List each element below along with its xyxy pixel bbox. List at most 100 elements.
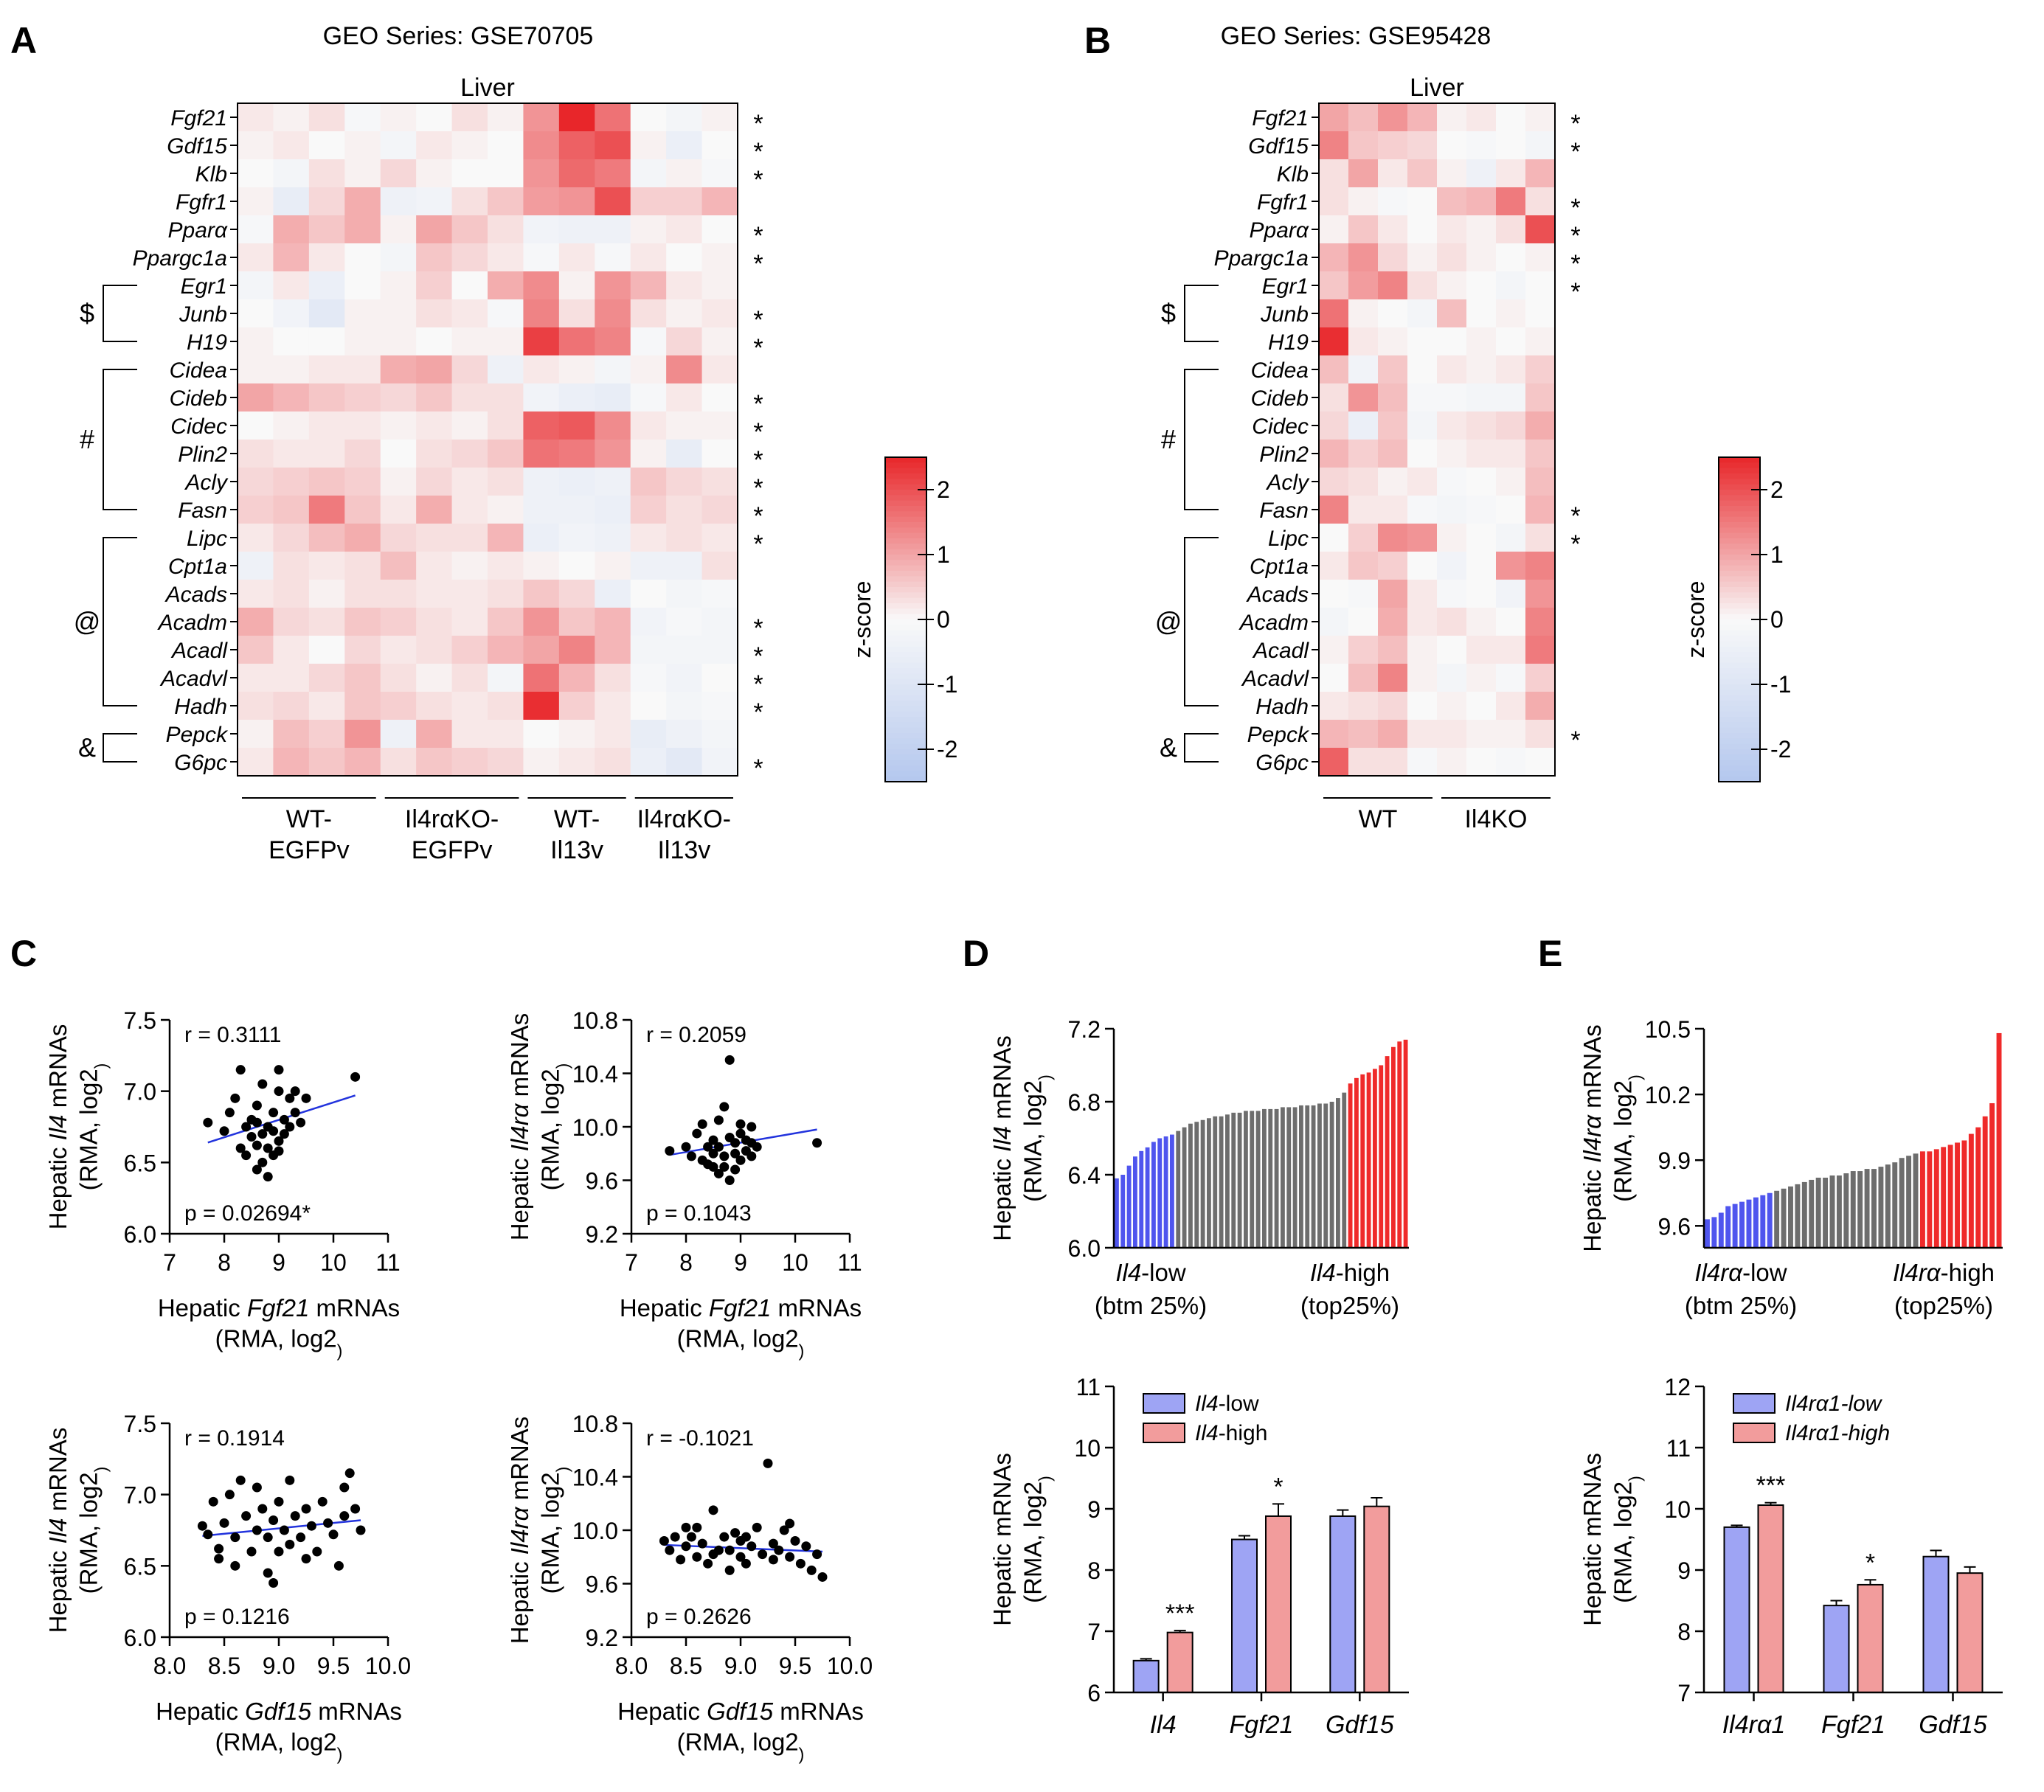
heatmap-cell [1407,440,1438,468]
gene-group-symbol: # [1161,424,1176,454]
heatmap-cell [238,271,274,300]
colorbar-step [1719,576,1760,583]
heatmap-cell [451,411,488,440]
heatmap-cell [595,271,631,300]
panel-letter-e: E [1538,933,1562,974]
heatmap-cell [558,355,595,384]
y-axis-label-units: (RMA, log2 [75,1472,102,1594]
heatmap-cell [344,271,381,300]
heatmap-cell [701,355,738,384]
data-point [697,1119,707,1129]
gene-group-bracket [103,733,137,763]
heatmap-cell [1466,636,1497,664]
data-point [224,1490,235,1500]
ranked-bar [1815,1177,1821,1248]
data-point [719,1151,730,1161]
heatmap-cell [273,271,310,300]
heatmap-cell [1496,159,1526,188]
ranked-bar [1955,1142,1960,1248]
heatmap-cell [1466,355,1497,384]
data-point [235,1475,246,1485]
data-point [692,1552,702,1562]
colorbar-step [1719,657,1760,664]
ranked-bar [1157,1138,1163,1248]
heatmap-cell [630,580,667,608]
heatmap-cell [238,692,274,720]
data-point [724,1565,735,1575]
heatmap-cell [558,468,595,496]
significance-star: * [1570,250,1580,278]
data-point [735,1128,746,1139]
colorbar-step [885,678,926,685]
colorbar-step [1719,511,1760,518]
y-axis-label-units: (RMA, log2 [1019,1080,1046,1202]
ranked-bar [1718,1212,1724,1248]
gene-label: Cideb [170,386,227,411]
heatmap-cell [1348,383,1379,412]
colorbar-step [885,641,926,647]
y-axis-label-post: mRNAs [506,1417,533,1507]
data-point [676,1555,686,1565]
ranked-bar [1200,1119,1205,1248]
heatmap-cell [1378,187,1408,216]
colorbar-step [885,733,926,739]
heatmap-cell [630,496,667,524]
ranked-bar [1255,1111,1261,1248]
gene-label: Plin2 [178,442,227,467]
x-axis-label-units-sub: ) [799,1744,805,1763]
heatmap-cell [380,440,417,468]
x-tick-label: 8.0 [615,1653,648,1679]
y-axis-label-text: Hepatic mRNAs [988,1453,1016,1626]
heatmap-cell [1437,524,1467,552]
heatmap-cell [701,243,738,272]
ranked-bar [1219,1116,1224,1248]
significance-mark: *** [1165,1600,1195,1628]
y-axis-label-line1: Hepatic Il4rα mRNAs [506,1013,533,1241]
heatmap-cell [1319,608,1349,636]
colorbar-step [1719,749,1760,755]
x-tick-label: 8 [218,1249,231,1276]
bar-low [1329,1515,1357,1693]
gene-group-bracket [1184,733,1219,763]
significance-star: * [753,222,763,250]
gene-label: G6pc [1255,751,1309,775]
x-tick-label: 10 [782,1249,808,1276]
heatmap-cell [416,355,453,384]
heatmap-cell [380,159,417,188]
heatmap-cell [1437,552,1467,580]
heatmap-cell [1348,636,1379,664]
ranked-bar [1857,1171,1863,1248]
significance-star: * [1570,194,1580,222]
heatmap-cell [595,440,631,468]
r-value: r = 0.2059 [646,1023,746,1047]
heatmap-cell [1496,580,1526,608]
gene-label: Fgfr1 [1257,190,1309,215]
heatmap-cell [416,299,453,328]
heatmap-cell [1378,159,1408,188]
ranked-bar [1982,1116,1988,1248]
ranked-bar [1286,1107,1292,1248]
y-axis-label-units-sub: ) [1625,1074,1644,1080]
heatmap-cell [380,580,417,608]
ranked-bar [1850,1171,1856,1248]
gene-label: Acadl [170,639,228,663]
x-axis-label-gene: Gdf15 [707,1698,774,1725]
heatmap-cell [1525,440,1556,468]
heatmap-cell [630,608,667,636]
colorbar-step [1719,701,1760,706]
colorbar-step [1719,555,1760,560]
heatmap-title: GEO Series: GSE95428 [1221,22,1492,50]
colorbar-step [1719,581,1760,588]
panel-letter-d: D [963,933,989,974]
ranked-bar [1317,1103,1322,1248]
y-axis-label-pre: Hepatic [44,1543,72,1633]
data-point [269,1126,279,1136]
data-point [241,1122,252,1132]
heatmap-cell [666,215,703,244]
heatmap-cell [1407,243,1438,272]
heatmap-cell [308,411,345,440]
heatmap-cell [1319,720,1349,749]
heatmap-cell [1466,468,1497,496]
heatmap-cell [666,131,703,160]
